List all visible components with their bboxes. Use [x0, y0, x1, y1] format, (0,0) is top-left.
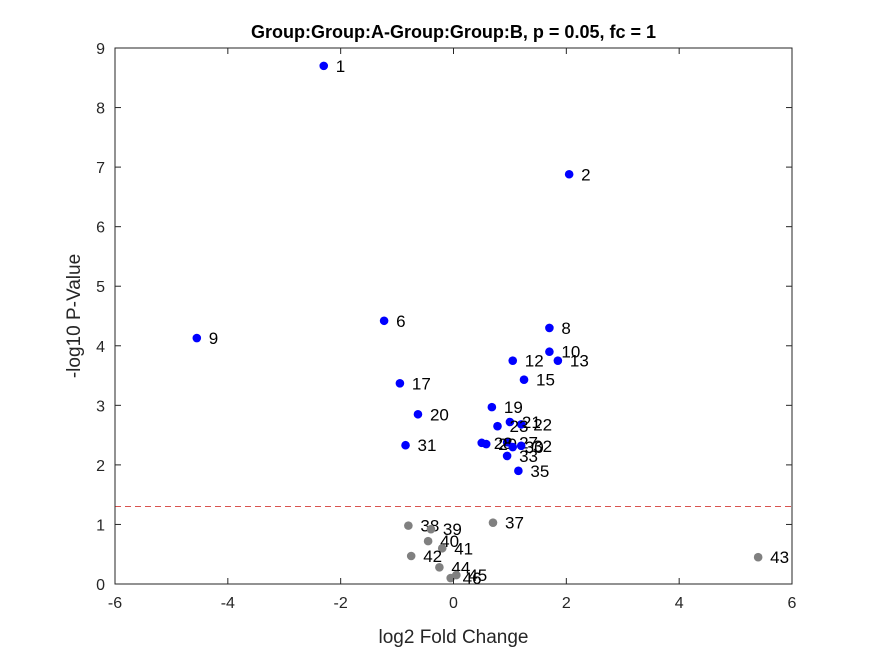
significant-point — [545, 347, 554, 357]
significant-point — [514, 466, 523, 476]
point-label: 30 — [525, 438, 544, 457]
point-label: 13 — [570, 352, 589, 371]
chart-title: Group:Group:A-Group:Group:B, p = 0.05, f… — [251, 22, 656, 42]
x-tick-label: 4 — [675, 595, 684, 612]
point-label: 28 — [494, 434, 513, 453]
significant-point — [564, 169, 574, 179]
point-label: 12 — [525, 352, 544, 371]
point-label: 17 — [412, 374, 431, 393]
x-tick-label: -4 — [221, 595, 235, 612]
non-significant-point — [446, 573, 455, 583]
y-tick-label: 0 — [96, 577, 105, 594]
x-axis-title: log2 Fold Change — [379, 627, 529, 648]
y-tick-label: 3 — [96, 398, 105, 415]
significant-point — [516, 420, 526, 429]
x-tick-label: -2 — [334, 595, 348, 612]
y-tick-label: 8 — [96, 101, 105, 118]
significant-point — [502, 437, 512, 447]
non-significant-point — [435, 563, 444, 572]
y-tick-label: 1 — [96, 517, 105, 534]
significant-point — [401, 440, 410, 450]
significant-point — [508, 356, 518, 365]
y-tick-label: 7 — [96, 160, 105, 177]
non-significant-point — [423, 536, 433, 546]
y-tick-label: 4 — [96, 339, 105, 356]
point-label: 21 — [522, 413, 541, 432]
significant-point — [487, 402, 497, 412]
non-significant-point — [488, 518, 498, 527]
point-label: 33 — [519, 447, 538, 466]
significant-point — [493, 421, 502, 431]
point-label: 39 — [443, 520, 462, 539]
point-label: 10 — [561, 343, 580, 362]
significant-point — [192, 333, 202, 343]
significant-point — [508, 442, 518, 452]
point-label: 37 — [505, 514, 524, 533]
point-label: 35 — [530, 462, 549, 481]
point-label: 41 — [454, 539, 473, 558]
x-tick-label: -6 — [108, 595, 122, 612]
significant-point — [379, 316, 389, 326]
significant-point — [505, 417, 515, 427]
significant-point — [481, 439, 491, 449]
x-tick-label: 2 — [562, 595, 571, 612]
point-label: 43 — [770, 548, 789, 567]
point-label: 45 — [468, 566, 487, 585]
point-label: 46 — [463, 569, 482, 588]
significant-point — [502, 451, 512, 461]
point-label: 42 — [423, 547, 442, 566]
non-significant-point — [437, 543, 447, 553]
y-tick-label: 6 — [96, 220, 105, 237]
point-label: 32 — [533, 437, 552, 456]
significant-point — [519, 375, 529, 385]
point-label: 15 — [536, 371, 555, 390]
significant-point — [395, 378, 405, 388]
point-label: 22 — [533, 415, 552, 434]
x-tick-label: 6 — [788, 595, 797, 612]
y-tick-label: 2 — [96, 458, 105, 475]
significant-point — [413, 409, 423, 419]
point-label: 9 — [209, 329, 218, 348]
plot-area — [115, 48, 792, 584]
point-label: 31 — [418, 436, 437, 455]
significant-point — [319, 61, 329, 71]
non-significant-point — [426, 524, 436, 534]
significant-point — [545, 323, 554, 333]
point-label: 19 — [504, 398, 523, 417]
non-significant-point — [753, 552, 763, 562]
point-label: 1 — [336, 57, 345, 76]
non-significant-point — [406, 551, 416, 561]
point-label: 20 — [430, 405, 449, 424]
point-label: 2 — [581, 165, 590, 184]
y-tick-label: 9 — [96, 41, 105, 58]
x-tick-label: 0 — [449, 595, 458, 612]
point-label: 8 — [561, 319, 570, 338]
point-label: 23 — [510, 417, 529, 436]
y-tick-label: 5 — [96, 279, 105, 296]
significant-point — [553, 356, 563, 365]
y-axis-title: -log10 P-Value — [64, 254, 85, 378]
significant-point — [516, 441, 526, 451]
non-significant-point — [404, 521, 413, 530]
point-label: 6 — [396, 312, 405, 331]
